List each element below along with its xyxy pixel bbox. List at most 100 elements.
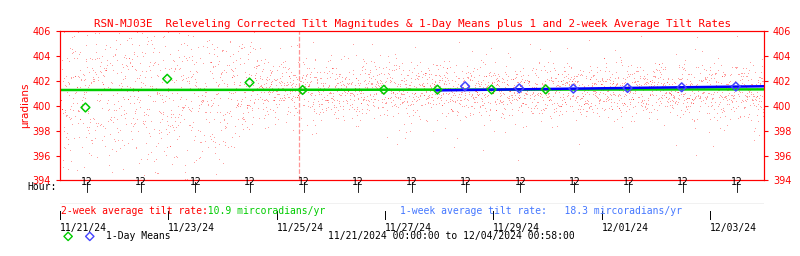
- Point: [708, 61, 721, 65]
- Point: [478, 82, 491, 86]
- Point: [655, 96, 668, 100]
- Point: [714, 84, 726, 88]
- Point: [754, 104, 766, 108]
- Point: [334, 57, 347, 61]
- Point: [686, 97, 698, 101]
- Point: [144, 150, 157, 154]
- Point: [288, 100, 301, 104]
- Point: [69, 74, 82, 78]
- Point: [712, 88, 725, 92]
- Point: [329, 116, 342, 120]
- Point: [301, 123, 314, 127]
- Point: [318, 88, 331, 92]
- Point: [83, 27, 96, 31]
- Point: [635, 98, 648, 102]
- Point: [88, 14, 101, 18]
- Point: [184, 75, 197, 79]
- Point: [320, 106, 333, 110]
- Point: [112, 138, 125, 143]
- Point: [485, 86, 498, 90]
- Point: [229, 66, 242, 70]
- Point: [595, 88, 608, 92]
- Point: [113, 106, 126, 110]
- Point: [509, 93, 522, 97]
- Point: [435, 98, 448, 102]
- Point: [709, 71, 722, 75]
- Point: [743, 68, 756, 72]
- Point: [378, 90, 391, 94]
- Point: [672, 96, 685, 100]
- Point: [621, 85, 634, 89]
- Text: 11/27/24: 11/27/24: [385, 223, 432, 233]
- Point: [99, 68, 112, 72]
- Point: [269, 122, 282, 126]
- Point: [457, 85, 470, 89]
- Point: [546, 81, 559, 85]
- Point: [166, 112, 179, 116]
- Point: [351, 113, 364, 118]
- Point: [166, 87, 178, 91]
- Point: [157, 100, 170, 104]
- Text: 12: 12: [460, 177, 472, 187]
- Point: [375, 100, 388, 104]
- Point: [674, 83, 686, 88]
- Point: [210, 110, 223, 114]
- Point: [714, 94, 727, 98]
- Point: [103, 45, 116, 49]
- Point: [355, 65, 368, 69]
- Point: [446, 90, 458, 94]
- Point: [272, 116, 285, 121]
- Point: [296, 75, 309, 79]
- Point: [607, 79, 620, 83]
- Point: [365, 76, 378, 80]
- Point: [730, 81, 743, 85]
- Point: [577, 94, 590, 98]
- Point: [199, 90, 212, 94]
- Point: [717, 97, 730, 101]
- Point: [193, 129, 206, 133]
- Point: [566, 79, 578, 83]
- Point: [62, 234, 74, 238]
- Point: [667, 95, 680, 99]
- Point: [590, 94, 603, 99]
- Point: [359, 88, 372, 92]
- Point: [352, 96, 365, 100]
- Point: [745, 77, 758, 81]
- Point: [294, 88, 307, 92]
- Point: [106, 169, 118, 174]
- Point: [538, 108, 550, 112]
- Point: [447, 70, 460, 74]
- Point: [555, 112, 568, 116]
- Point: [451, 110, 464, 114]
- Point: [144, 133, 157, 137]
- Point: [483, 108, 496, 112]
- Point: [515, 77, 528, 81]
- Point: [207, 138, 220, 143]
- Point: [407, 66, 420, 70]
- Point: [678, 84, 691, 89]
- Point: [440, 70, 453, 74]
- Point: [657, 82, 670, 86]
- Point: [343, 103, 356, 107]
- Point: [202, 103, 214, 108]
- Point: [725, 98, 738, 102]
- Point: [274, 88, 287, 92]
- Point: [757, 114, 770, 119]
- Point: [354, 95, 367, 99]
- Point: [196, 196, 209, 200]
- Point: [79, 105, 92, 110]
- Point: [113, 83, 126, 88]
- Point: [291, 93, 304, 98]
- Point: [614, 55, 626, 59]
- Point: [705, 104, 718, 108]
- Point: [630, 86, 643, 90]
- Point: [232, 117, 245, 121]
- Point: [291, 43, 304, 47]
- Point: [255, 77, 268, 81]
- Point: [542, 93, 555, 98]
- Point: [306, 100, 319, 104]
- Point: [304, 79, 317, 83]
- Point: [592, 92, 605, 96]
- Point: [617, 87, 630, 91]
- Point: [215, 78, 228, 82]
